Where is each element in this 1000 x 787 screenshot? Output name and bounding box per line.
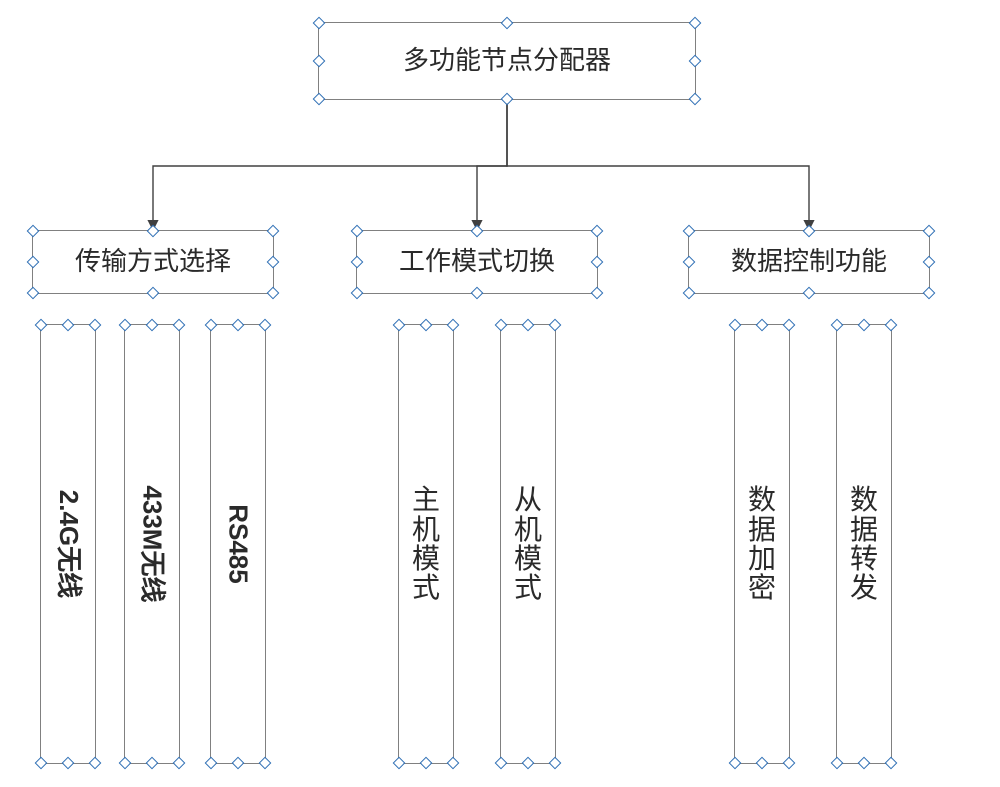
selection-handle bbox=[550, 320, 560, 330]
node-label: 多功能节点分配器 bbox=[403, 46, 611, 76]
selection-handle bbox=[502, 94, 512, 104]
node-label: 传输方式选择 bbox=[75, 247, 231, 277]
selection-handle bbox=[757, 758, 767, 768]
node-label: 数据转发 bbox=[850, 485, 878, 603]
selection-handle bbox=[352, 288, 362, 298]
selection-handle bbox=[448, 320, 458, 330]
selection-handle bbox=[496, 758, 506, 768]
selection-handle bbox=[36, 320, 46, 330]
selection-handle bbox=[147, 758, 157, 768]
node-leaf3: RS485 bbox=[210, 324, 266, 764]
selection-handle bbox=[147, 320, 157, 330]
node-label: 从机模式 bbox=[514, 485, 542, 603]
node-label: 433M无线 bbox=[137, 485, 167, 602]
selection-handle bbox=[523, 320, 533, 330]
selection-handle bbox=[886, 320, 896, 330]
selection-handle bbox=[690, 18, 700, 28]
selection-handle bbox=[592, 226, 602, 236]
selection-handle bbox=[174, 758, 184, 768]
selection-handle bbox=[233, 758, 243, 768]
node-label: 数据加密 bbox=[748, 485, 776, 603]
selection-handle bbox=[859, 320, 869, 330]
selection-handle bbox=[28, 226, 38, 236]
selection-handle bbox=[784, 320, 794, 330]
node-mid1: 传输方式选择 bbox=[32, 230, 274, 294]
selection-handle bbox=[233, 320, 243, 330]
node-mid2: 工作模式切换 bbox=[356, 230, 598, 294]
selection-handle bbox=[120, 320, 130, 330]
selection-handle bbox=[314, 56, 324, 66]
node-root: 多功能节点分配器 bbox=[318, 22, 696, 100]
selection-handle bbox=[804, 288, 814, 298]
selection-handle bbox=[886, 758, 896, 768]
selection-handle bbox=[28, 288, 38, 298]
node-leaf5: 从机模式 bbox=[500, 324, 556, 764]
selection-handle bbox=[90, 320, 100, 330]
node-leaf7: 数据转发 bbox=[836, 324, 892, 764]
selection-handle bbox=[757, 320, 767, 330]
selection-handle bbox=[684, 226, 694, 236]
node-label: RS485 bbox=[223, 504, 253, 584]
selection-handle bbox=[148, 288, 158, 298]
selection-handle bbox=[592, 288, 602, 298]
node-mid3: 数据控制功能 bbox=[688, 230, 930, 294]
selection-handle bbox=[90, 758, 100, 768]
selection-handle bbox=[472, 288, 482, 298]
selection-handle bbox=[832, 758, 842, 768]
selection-handle bbox=[63, 758, 73, 768]
node-label: 2.4G无线 bbox=[53, 490, 83, 598]
selection-handle bbox=[352, 226, 362, 236]
connector-root-mid3 bbox=[507, 100, 809, 230]
selection-handle bbox=[784, 758, 794, 768]
selection-handle bbox=[859, 758, 869, 768]
selection-handle bbox=[63, 320, 73, 330]
node-leaf6: 数据加密 bbox=[734, 324, 790, 764]
selection-handle bbox=[394, 320, 404, 330]
selection-handle bbox=[690, 56, 700, 66]
selection-handle bbox=[684, 288, 694, 298]
selection-handle bbox=[174, 320, 184, 330]
selection-handle bbox=[924, 288, 934, 298]
selection-handle bbox=[592, 257, 602, 267]
selection-handle bbox=[28, 257, 38, 267]
selection-handle bbox=[550, 758, 560, 768]
node-leaf2: 433M无线 bbox=[124, 324, 180, 764]
selection-handle bbox=[924, 257, 934, 267]
selection-handle bbox=[352, 257, 362, 267]
selection-handle bbox=[690, 94, 700, 104]
selection-handle bbox=[523, 758, 533, 768]
node-label: 工作模式切换 bbox=[399, 247, 555, 277]
connector-root-mid2 bbox=[477, 100, 507, 230]
selection-handle bbox=[268, 288, 278, 298]
selection-handle bbox=[421, 320, 431, 330]
selection-handle bbox=[472, 226, 482, 236]
node-label: 数据控制功能 bbox=[731, 247, 887, 277]
selection-handle bbox=[832, 320, 842, 330]
selection-handle bbox=[314, 94, 324, 104]
selection-handle bbox=[206, 758, 216, 768]
selection-handle bbox=[148, 226, 158, 236]
selection-handle bbox=[924, 226, 934, 236]
connector-root-mid1 bbox=[153, 100, 507, 230]
selection-handle bbox=[730, 758, 740, 768]
selection-handle bbox=[260, 320, 270, 330]
selection-handle bbox=[804, 226, 814, 236]
selection-handle bbox=[120, 758, 130, 768]
selection-handle bbox=[394, 758, 404, 768]
selection-handle bbox=[206, 320, 216, 330]
node-leaf1: 2.4G无线 bbox=[40, 324, 96, 764]
selection-handle bbox=[36, 758, 46, 768]
selection-handle bbox=[268, 226, 278, 236]
selection-handle bbox=[314, 18, 324, 28]
selection-handle bbox=[260, 758, 270, 768]
selection-handle bbox=[421, 758, 431, 768]
selection-handle bbox=[496, 320, 506, 330]
selection-handle bbox=[268, 257, 278, 267]
node-label: 主机模式 bbox=[412, 485, 440, 603]
selection-handle bbox=[448, 758, 458, 768]
node-leaf4: 主机模式 bbox=[398, 324, 454, 764]
selection-handle bbox=[502, 18, 512, 28]
selection-handle bbox=[730, 320, 740, 330]
selection-handle bbox=[684, 257, 694, 267]
